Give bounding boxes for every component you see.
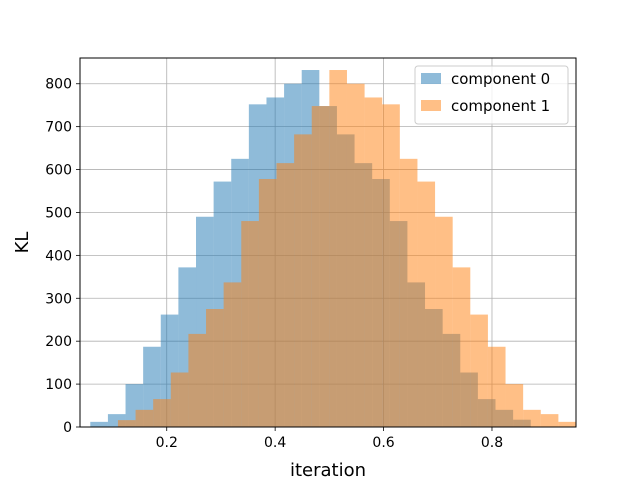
legend: component 0 component 1: [414, 65, 569, 125]
histogram-bar: [505, 384, 524, 427]
histogram-bars: [90, 70, 576, 428]
series-1-bars: [117, 70, 576, 428]
histogram-bar: [223, 282, 242, 427]
histogram-bar: [470, 314, 488, 427]
y-tick-label: 700: [45, 120, 72, 136]
histogram-bar: [540, 414, 559, 427]
y-tick-label: 0: [63, 420, 72, 436]
x-tick-label: 0.2: [156, 435, 178, 451]
x-tick-label: 0.8: [481, 435, 503, 451]
histogram-bar: [294, 134, 312, 427]
histogram-bar: [311, 106, 330, 427]
histogram-bar: [117, 420, 136, 427]
histogram-bar: [558, 421, 576, 427]
legend-box: [414, 65, 569, 125]
y-tick-label: 500: [45, 205, 72, 221]
legend-label-component-0: component 0: [451, 70, 550, 88]
legend-swatch-component-0: [421, 73, 441, 84]
histogram-bar: [90, 421, 108, 427]
y-tick-label: 200: [45, 334, 72, 350]
histogram-bar: [206, 309, 224, 427]
histogram-bar: [399, 158, 418, 427]
histogram-bar: [276, 163, 295, 428]
y-axis-label: KL: [12, 232, 33, 254]
axis-ticks: 0.2 0.4 0.6 0.8 0 100 200 300 400 500 600 700 800: [45, 77, 503, 451]
histogram-bar: [241, 221, 259, 427]
histogram-bar: [487, 346, 506, 427]
histogram-bar: [346, 83, 365, 427]
histogram-bar: [435, 216, 453, 427]
y-tick-label: 600: [45, 163, 72, 179]
histogram-bar: [523, 409, 541, 427]
histogram-bar: [329, 70, 347, 428]
histogram-bar: [170, 372, 189, 427]
legend-label-component-1: component 1: [451, 97, 550, 115]
legend-swatch-component-1: [421, 100, 441, 111]
histogram-bar: [188, 333, 207, 427]
histogram-bar: [258, 178, 277, 427]
x-tick-label: 0.4: [264, 435, 286, 451]
histogram-bar: [135, 409, 154, 427]
histogram-bar: [153, 399, 171, 427]
histogram-bar: [382, 104, 400, 427]
histogram-bar: [417, 181, 436, 427]
histogram-bar: [452, 267, 471, 427]
y-tick-label: 300: [45, 291, 72, 307]
y-tick-label: 800: [45, 77, 72, 93]
x-tick-label: 0.6: [372, 435, 394, 451]
x-axis-label: iteration: [290, 460, 366, 480]
y-tick-label: 100: [45, 377, 72, 393]
plot-frame: [79, 57, 577, 428]
y-tick-label: 400: [45, 248, 72, 264]
histogram-bar: [364, 97, 383, 427]
